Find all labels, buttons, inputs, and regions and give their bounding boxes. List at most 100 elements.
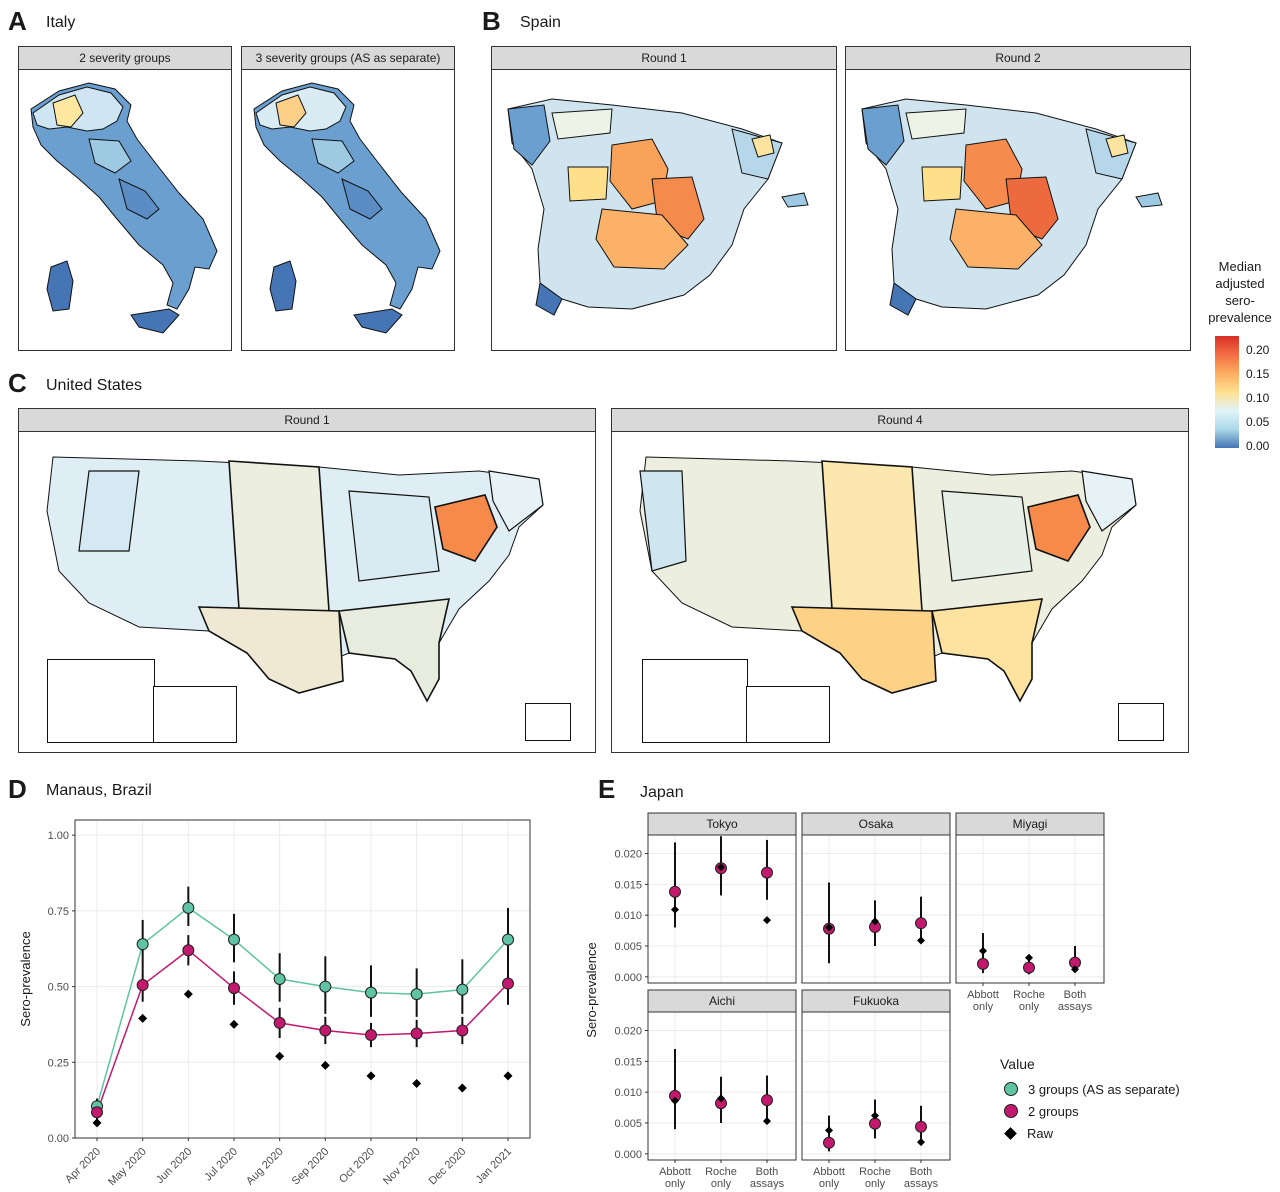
data-point [410, 988, 423, 1001]
raw-point [92, 1118, 102, 1128]
raw-point [763, 1117, 771, 1126]
italy-map [242, 69, 454, 350]
colorbar-tick: 0.15 [1246, 367, 1270, 381]
data-point [502, 977, 514, 990]
legend-label: 2 groups [1028, 1103, 1079, 1119]
colorbar-title-line: Median [1218, 259, 1262, 274]
data-point [823, 1136, 835, 1149]
y-tick-label: 1.00 [48, 830, 69, 842]
data-point [228, 933, 240, 946]
data-point [977, 957, 989, 970]
y-tick-label: 0.005 [614, 941, 642, 953]
x-tick-label: Jan 2021 [474, 1146, 514, 1186]
raw-point [717, 1094, 725, 1103]
plot-border [801, 834, 951, 984]
colorbar-title-line: prevalence [1208, 310, 1272, 325]
plot-border [801, 1011, 951, 1161]
y-axis-title: Sero-prevalence [584, 942, 599, 1037]
data-point [228, 982, 240, 995]
x-tick-label: assays [904, 1178, 939, 1190]
raw-point [871, 1111, 879, 1120]
x-tick-label: Both [756, 1166, 779, 1178]
data-point [365, 1029, 377, 1042]
data-point [410, 1027, 423, 1040]
facet-us-round-4: Round 4 [611, 408, 1189, 753]
puerto-rico-inset [525, 703, 571, 741]
x-tick-label: Sep 2020 [290, 1146, 332, 1188]
raw-point [366, 1071, 376, 1081]
japan-chart: Tokyo 0.000 0.005 0.010 0.015 0.020 Osaka Miyag… [584, 812, 1105, 1190]
data-point [915, 1120, 927, 1133]
legend-label: 3 groups (AS as separate) [1028, 1081, 1180, 1097]
y-tick-label: 0.015 [614, 879, 642, 891]
raw-point [275, 1051, 285, 1061]
y-tick-label: 0.75 [48, 906, 69, 918]
x-tick-label: only [973, 1001, 994, 1013]
x-tick-label: Abbott [813, 1166, 845, 1178]
raw-point [1071, 965, 1079, 974]
data-point [182, 901, 195, 914]
series-line [96, 906, 509, 1107]
x-tick-label: Roche [705, 1166, 737, 1178]
raw-point [871, 917, 879, 926]
plot-border [955, 834, 1105, 984]
x-tick-label: Oct 2020 [337, 1146, 377, 1186]
panel-title-japan: Japan [640, 784, 684, 801]
legend-key-circle [1004, 1082, 1018, 1096]
raw-point [825, 923, 833, 932]
raw-point [457, 1083, 467, 1093]
y-tick-label: 0.005 [614, 1118, 642, 1130]
raw-point [763, 916, 771, 925]
x-tick-label: Nov 2020 [381, 1146, 423, 1188]
x-tick-label: only [665, 1178, 686, 1190]
spain-map [846, 69, 1190, 350]
data-point [1023, 961, 1035, 974]
facet-strip: Round 1 [492, 47, 836, 70]
alaska-inset [642, 659, 748, 743]
us-map [19, 431, 595, 752]
y-tick-label: 0.000 [614, 972, 642, 984]
colorbar-title-line: sero- [1225, 293, 1255, 308]
facet-strip: Round 2 [846, 47, 1190, 70]
plot-border [74, 819, 531, 1139]
x-tick-label: Jul 2020 [202, 1146, 240, 1184]
data-point [669, 885, 681, 898]
legend-item-raw: Raw [1000, 1122, 1180, 1144]
data-point [273, 1016, 286, 1029]
x-tick-label: Roche [859, 1166, 891, 1178]
facet-spain-round-1: Round 1 [491, 46, 837, 351]
facet-spain-round-2: Round 2 [845, 46, 1191, 351]
data-point [915, 917, 927, 930]
facet-us-round-1: Round 1 [18, 408, 596, 753]
raw-point [825, 1126, 833, 1135]
us-map [612, 431, 1188, 752]
panel-letter-a: A [8, 6, 27, 36]
hawaii-inset [746, 686, 830, 743]
data-point [456, 1024, 469, 1037]
x-tick-label: Both [910, 1166, 933, 1178]
x-tick-label: Both [1064, 989, 1087, 1001]
x-tick-label: Abbott [967, 989, 999, 1001]
legend-key-diamond [1004, 1126, 1017, 1140]
facet-strip: Round 1 [19, 409, 595, 432]
panel-letter-c: C [8, 368, 27, 398]
x-tick-label: only [819, 1178, 840, 1190]
hawaii-inset [153, 686, 237, 743]
data-point [502, 933, 514, 946]
facet-strip: 3 severity groups (AS as separate) [242, 47, 454, 70]
panel-title-manaus: Manaus, Brazil [46, 782, 152, 799]
y-tick-label: 0.010 [614, 910, 642, 922]
raw-point [671, 1096, 679, 1105]
facet-strip: 2 severity groups [19, 47, 231, 70]
panel-letter-b: B [482, 6, 501, 36]
x-tick-label: Abbott [659, 1166, 691, 1178]
spain-map [492, 69, 836, 350]
data-point [456, 983, 469, 996]
colorbar-tick: 0.00 [1246, 439, 1270, 453]
raw-point [320, 1060, 330, 1070]
panel-title-spain: Spain [520, 14, 561, 31]
x-tick-label: only [865, 1178, 886, 1190]
facet-label: Miyagi [1013, 817, 1048, 831]
raw-point [917, 1138, 925, 1147]
y-tick-label: 0.020 [614, 1026, 642, 1038]
